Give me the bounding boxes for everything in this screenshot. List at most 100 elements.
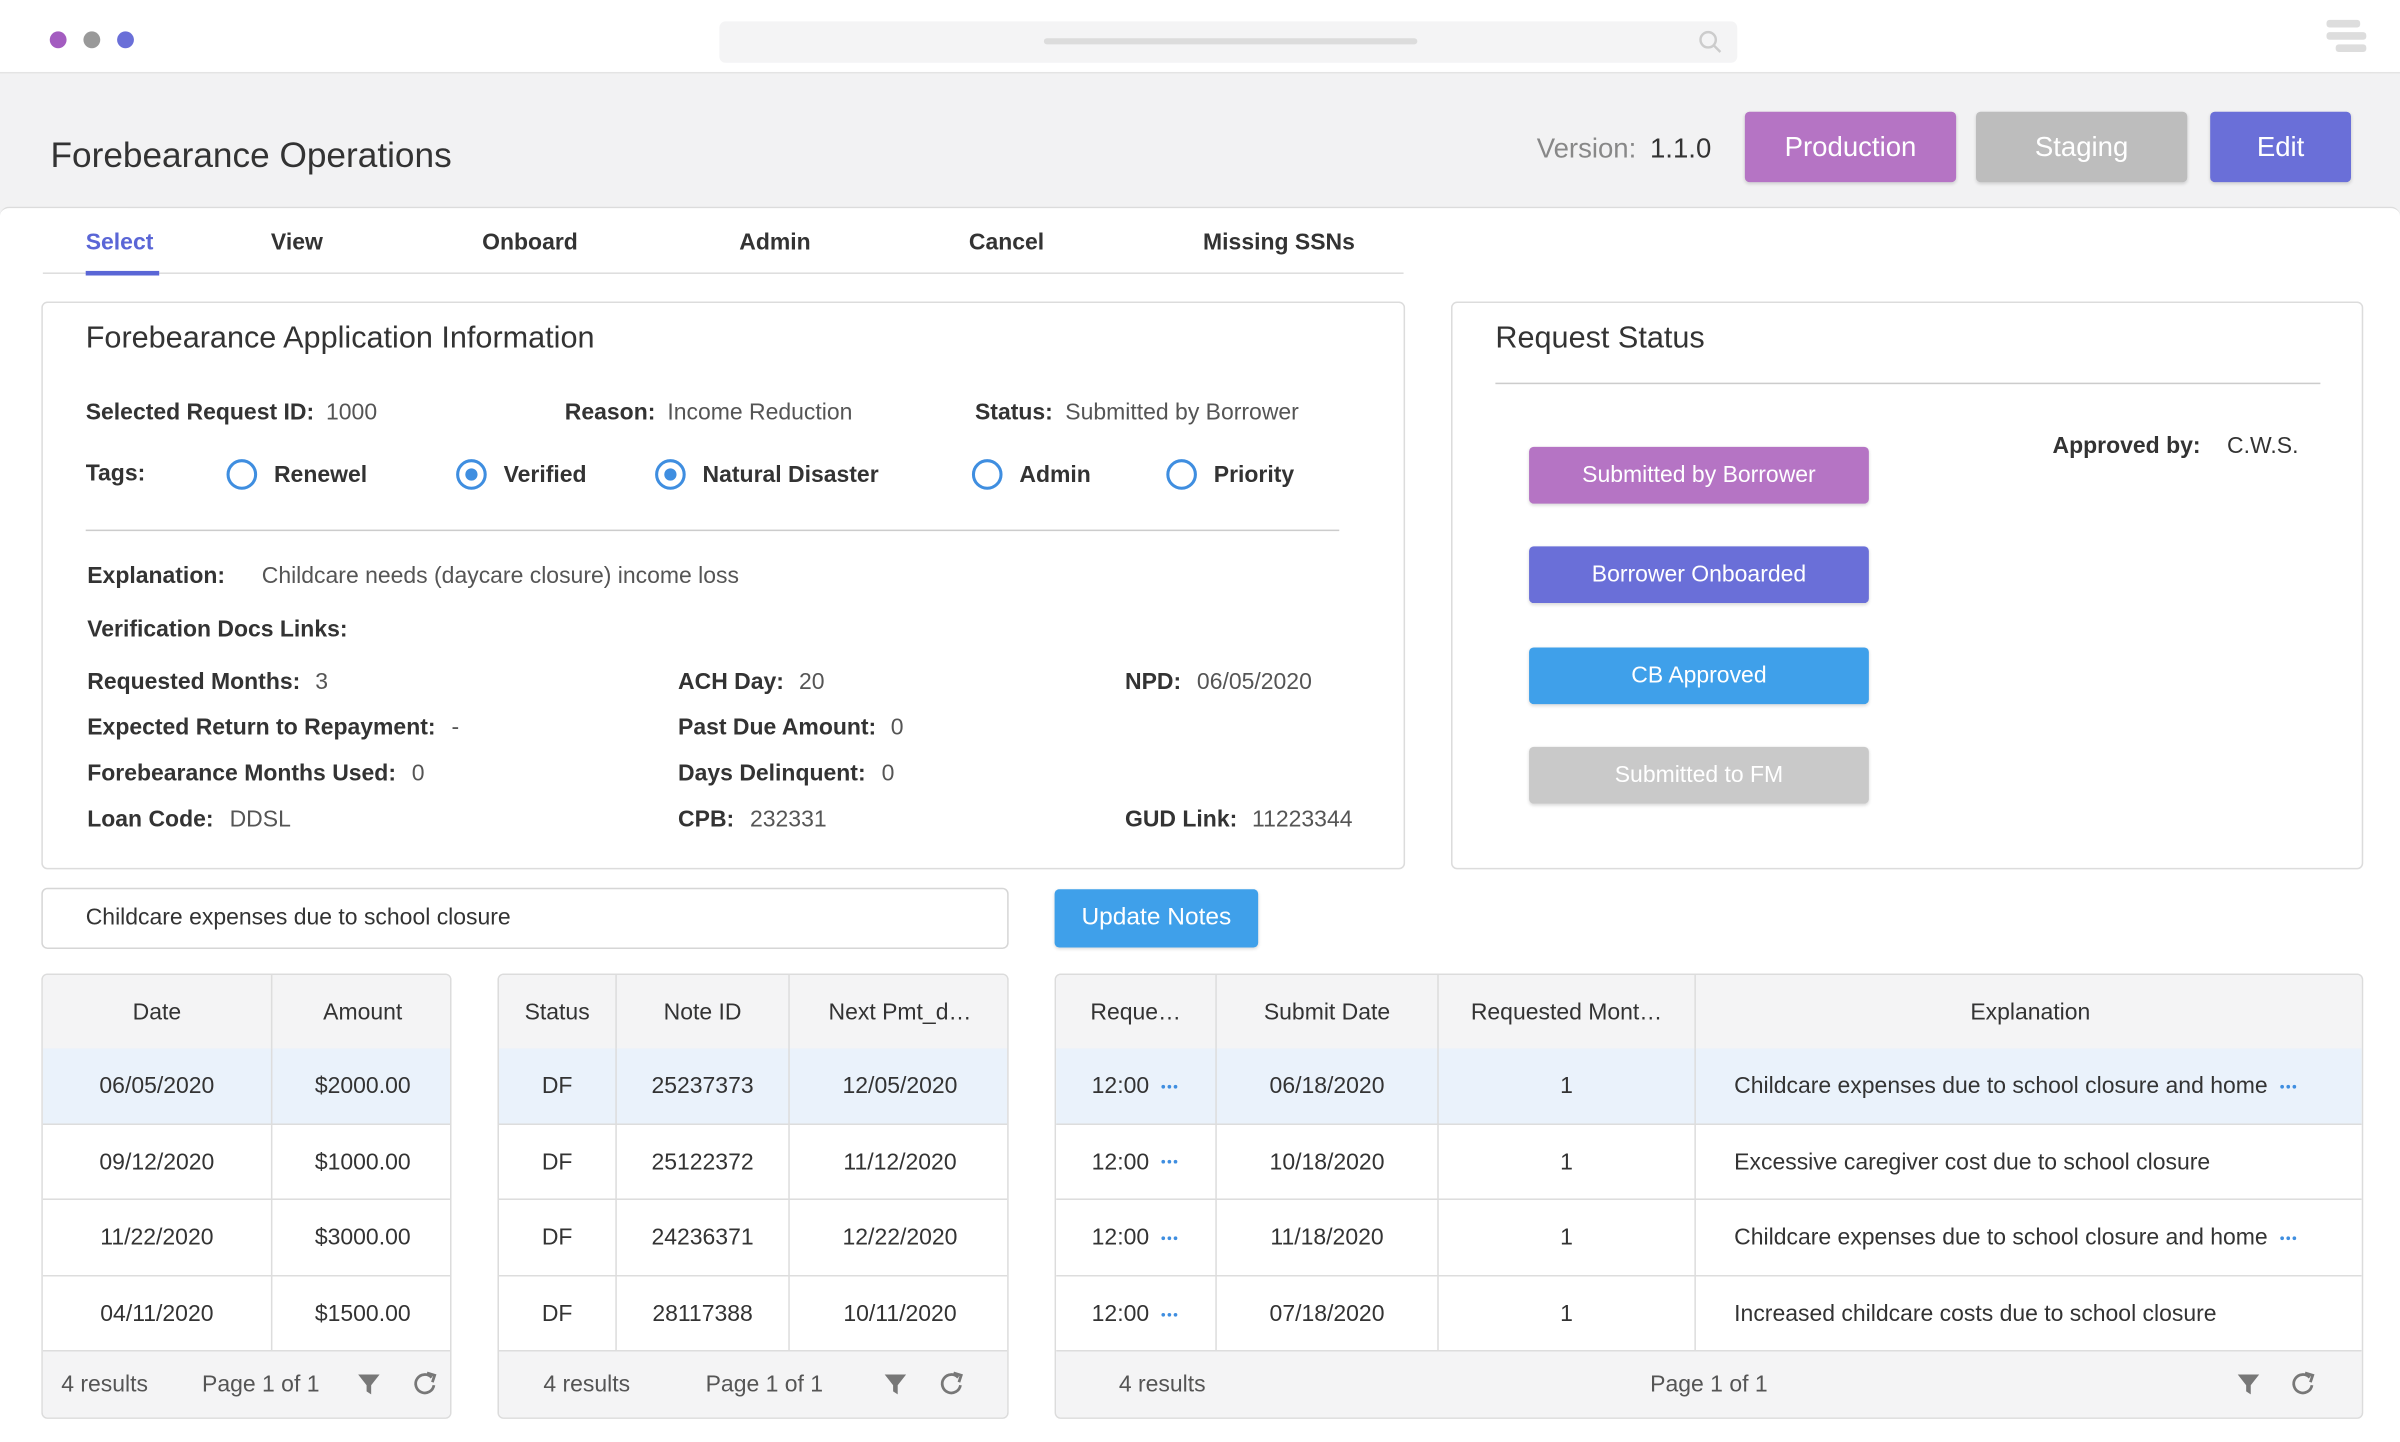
field-label: Selected Request ID: bbox=[85, 399, 315, 426]
more-icon[interactable] bbox=[1158, 1310, 1179, 1319]
table-cell: DF bbox=[499, 1276, 617, 1353]
field-label: Status: bbox=[974, 399, 1053, 426]
cell-text: 11/18/2020 bbox=[1270, 1225, 1384, 1252]
table-row[interactable] bbox=[498, 1276, 1008, 1353]
version-label: Version: bbox=[1536, 133, 1637, 164]
field-value: 0 bbox=[411, 760, 425, 787]
cell-text: DF bbox=[541, 1301, 573, 1328]
more-icon[interactable] bbox=[1158, 1082, 1179, 1091]
cell-text: 06/18/2020 bbox=[1269, 1073, 1385, 1100]
cell-text: 25122372 bbox=[651, 1149, 754, 1176]
cell-text: Childcare expenses due to school closure… bbox=[1734, 1225, 2268, 1252]
column-header[interactable]: Status bbox=[499, 974, 617, 1049]
cell-text: DF bbox=[541, 1149, 573, 1176]
panel-title: Request Status bbox=[1495, 321, 1705, 356]
table-row[interactable] bbox=[42, 1048, 450, 1125]
cell-text: $1500.00 bbox=[314, 1301, 411, 1328]
field-value: Submitted by Borrower bbox=[1065, 399, 1299, 426]
table-row[interactable] bbox=[1056, 1200, 2362, 1277]
table-row[interactable] bbox=[42, 1124, 450, 1201]
more-icon[interactable] bbox=[1158, 1234, 1179, 1243]
table-row[interactable] bbox=[1056, 1276, 2362, 1353]
table-row[interactable] bbox=[1056, 1048, 2362, 1125]
table-cell: 25122372 bbox=[617, 1124, 790, 1201]
table-footer bbox=[498, 1351, 1008, 1418]
tab[interactable]: Missing SSNs bbox=[1203, 229, 1355, 256]
radio[interactable] bbox=[655, 459, 686, 490]
notes-input[interactable]: Childcare expenses due to school closure bbox=[41, 887, 1009, 949]
table-cell: 12:00 bbox=[1056, 1276, 1217, 1353]
cell-text: 12:00 bbox=[1091, 1225, 1150, 1252]
update-notes-button[interactable]: Update Notes bbox=[1054, 889, 1259, 948]
field-value: C.W.S. bbox=[2227, 433, 2299, 460]
table-row[interactable] bbox=[1056, 1124, 2362, 1201]
column-header[interactable]: Requested Mont… bbox=[1439, 974, 1696, 1049]
table-cell: 09/12/2020 bbox=[43, 1124, 273, 1201]
env-button[interactable]: Production bbox=[1744, 111, 1957, 183]
table-cell: 07/18/2020 bbox=[1217, 1276, 1439, 1353]
notes-text: Childcare expenses due to school closure bbox=[85, 904, 511, 931]
column-header[interactable]: Explanation bbox=[1970, 998, 2091, 1025]
column-header[interactable]: Submit Date bbox=[1217, 974, 1439, 1049]
field-label: GUD Link: bbox=[1124, 806, 1238, 833]
table-cell: DF bbox=[499, 1200, 617, 1277]
table-cell: 11/12/2020 bbox=[790, 1124, 1007, 1200]
table-row[interactable] bbox=[42, 1276, 450, 1353]
cell-text: Childcare expenses due to school closure… bbox=[1734, 1073, 2268, 1100]
table-cell: 1 bbox=[1439, 1124, 1696, 1201]
tab[interactable]: Admin bbox=[739, 229, 811, 256]
table-row[interactable] bbox=[42, 1200, 450, 1277]
table-tools[interactable] bbox=[1056, 1355, 2363, 1416]
cell-text: 24236371 bbox=[651, 1225, 754, 1252]
more-icon[interactable] bbox=[2277, 1082, 2298, 1091]
table-cell: $1000.00 bbox=[272, 1124, 450, 1200]
env-button[interactable]: Edit bbox=[2210, 111, 2352, 183]
tab[interactable]: View bbox=[270, 229, 323, 256]
radio[interactable] bbox=[971, 459, 1003, 490]
info-panel bbox=[41, 301, 1406, 870]
field-label: Loan Code: bbox=[87, 806, 214, 833]
cell-text: 1 bbox=[1560, 1301, 1573, 1328]
cell-text: 12/05/2020 bbox=[842, 1073, 958, 1100]
more-icon[interactable] bbox=[2277, 1234, 2298, 1243]
table-row[interactable] bbox=[498, 1200, 1008, 1277]
table-header-bg bbox=[1056, 974, 2362, 1050]
column-header[interactable]: Next Pmt_d… bbox=[828, 998, 972, 1025]
field-value: - bbox=[451, 714, 460, 741]
radio-label: Priority bbox=[1213, 462, 1295, 489]
tab[interactable]: Select bbox=[85, 229, 154, 256]
tab[interactable]: Cancel bbox=[968, 229, 1045, 256]
more-icon[interactable] bbox=[1158, 1158, 1179, 1167]
cell-text: $3000.00 bbox=[314, 1225, 411, 1252]
radio[interactable] bbox=[226, 459, 258, 490]
radio[interactable] bbox=[1166, 459, 1197, 490]
field-label: Reason: bbox=[564, 399, 656, 426]
field-label: Explanation: bbox=[87, 563, 226, 590]
table-tools[interactable] bbox=[43, 1355, 452, 1416]
radio[interactable] bbox=[456, 459, 487, 490]
column-header[interactable]: Note ID bbox=[617, 974, 790, 1049]
field-value: 3 bbox=[315, 668, 329, 695]
cell-text: $2000.00 bbox=[314, 1073, 411, 1100]
table-row[interactable] bbox=[498, 1048, 1008, 1125]
page-info: Page 1 of 1 bbox=[705, 1371, 824, 1398]
status-step: Submitted to FM bbox=[1529, 746, 1869, 804]
field-label: CPB: bbox=[678, 806, 735, 833]
field-value: Income Reduction bbox=[667, 399, 853, 426]
table-cell: 12:00 bbox=[1056, 1200, 1217, 1277]
column-header[interactable]: Reque… bbox=[1056, 974, 1217, 1049]
tab[interactable]: Onboard bbox=[482, 229, 578, 256]
field-label: Past Due Amount: bbox=[678, 714, 877, 741]
table-cell: 24236371 bbox=[617, 1200, 790, 1277]
env-button[interactable]: Staging bbox=[1976, 111, 2188, 183]
field-value: 06/05/2020 bbox=[1196, 668, 1312, 695]
divider bbox=[85, 529, 1340, 532]
table-tools[interactable] bbox=[499, 1355, 1009, 1416]
column-header[interactable]: Date bbox=[43, 974, 273, 1049]
table-cell: 11/18/2020 bbox=[1217, 1200, 1439, 1277]
radio-label: Admin bbox=[1019, 462, 1091, 489]
column-header[interactable]: Amount bbox=[323, 998, 403, 1025]
table-row[interactable] bbox=[498, 1124, 1008, 1201]
cell-text: 11/12/2020 bbox=[843, 1149, 957, 1176]
status-step: CB Approved bbox=[1529, 647, 1869, 705]
